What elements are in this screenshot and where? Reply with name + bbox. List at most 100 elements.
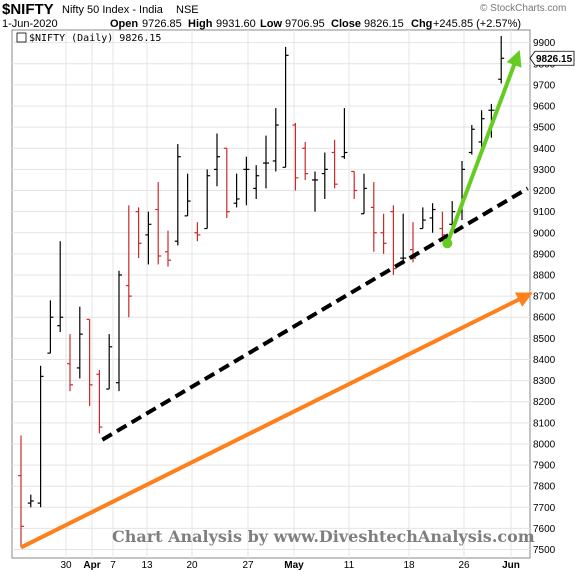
- y-tick-label: 8700: [533, 292, 556, 303]
- x-tick-label: Jun: [502, 560, 520, 571]
- ohlc-bar: [400, 213, 407, 265]
- ohlc-bar: [243, 156, 250, 206]
- y-tick-label: 8900: [533, 249, 556, 260]
- y-tick-label: 8800: [533, 270, 556, 281]
- ohlc-bar: [204, 169, 211, 230]
- ohlc-bar: [214, 133, 220, 187]
- x-tick-label: 11: [344, 560, 355, 571]
- green-trendline: [445, 49, 522, 245]
- ohlc-bar: [194, 222, 201, 242]
- ohlc-bar: [361, 173, 367, 215]
- last-value-label: 9826.15: [536, 54, 573, 65]
- ohlc-bar: [253, 165, 260, 199]
- legend-swatch: [16, 32, 27, 43]
- y-tick-label: 7500: [533, 545, 556, 556]
- ohlc-bar: [468, 125, 475, 155]
- y-tick-label: 8400: [533, 355, 556, 366]
- ohlc-bar: [429, 203, 436, 233]
- y-tick-label: 8100: [533, 418, 556, 429]
- y-tick-label: 9400: [533, 144, 556, 155]
- ohlc-bar: [135, 207, 142, 259]
- ohlc-bar: [302, 141, 309, 180]
- trendlines: [20, 49, 533, 550]
- y-tick-label: 8200: [533, 397, 556, 408]
- ohlc-bar: [18, 435, 24, 548]
- header-brand: © StockCharts.com: [480, 3, 566, 14]
- header-open-label: Open: [110, 18, 138, 30]
- y-tick-label: 7900: [533, 461, 556, 472]
- ohlc-bar: [321, 152, 328, 199]
- ohlc-bar: [351, 170, 358, 199]
- x-tick-label: 30: [60, 560, 72, 571]
- y-tick-label: 9600: [533, 102, 556, 113]
- ohlc-bar: [312, 171, 318, 212]
- ohlc-bar: [370, 182, 377, 252]
- ohlc-bar: [282, 46, 289, 168]
- ohlc-bar: [263, 135, 269, 189]
- x-axis: 30 Apr 7 13 20 27 May 11 18 26 Jun: [60, 560, 519, 571]
- y-axis: 7500 7600 7700 7800 7900 8000 8100 8200 8300 8400…: [533, 38, 556, 556]
- ohlc-bar: [125, 205, 132, 318]
- plot-frame: [11, 29, 531, 559]
- orange-trendline: [20, 292, 533, 550]
- ohlc-bar: [155, 182, 162, 265]
- ohlc-bar: [116, 270, 122, 392]
- header-exchange: NSE: [176, 4, 199, 16]
- last-value-tag: 9826.15: [529, 50, 575, 66]
- ohlc-bars: [18, 35, 505, 548]
- header-name: Nifty 50 Index - India: [62, 4, 164, 16]
- ohlc-bar: [37, 365, 44, 508]
- ohlc-bar: [57, 241, 64, 333]
- ohlc-bar: [184, 173, 191, 217]
- y-tick-label: 9200: [533, 186, 556, 197]
- header-high-value: 9931.60: [216, 18, 256, 30]
- ohlc-bar: [341, 108, 348, 159]
- y-tick-label: 9300: [533, 165, 556, 176]
- header-open-value: 9726.85: [142, 18, 182, 30]
- header-chg-value: +245.85 (+2.57%): [433, 18, 521, 30]
- y-tick-label: 7600: [533, 524, 556, 535]
- ohlc-bar: [292, 122, 299, 191]
- x-tick-label: 7: [110, 560, 116, 571]
- header-chg-label: Chg: [411, 18, 432, 30]
- ohlc-bar: [47, 300, 54, 354]
- black-trendline: [101, 186, 529, 442]
- header-date: 1-Jun-2020: [2, 18, 58, 30]
- header-close-value: 9826.15: [364, 18, 404, 30]
- ohlc-bar: [86, 318, 93, 406]
- y-tick-label: 8600: [533, 313, 556, 324]
- ohlc-bar: [498, 35, 505, 84]
- y-tick-label: 8300: [533, 376, 556, 387]
- ohlc-bar: [439, 211, 446, 242]
- x-tick-label: Apr: [83, 560, 100, 571]
- y-tick-label: 9700: [533, 80, 556, 91]
- y-tick-label: 9000: [533, 228, 556, 239]
- grid-lines: [12, 30, 530, 558]
- ohlc-bar: [145, 211, 152, 265]
- y-tick-label: 9900: [533, 38, 556, 49]
- green-trend-start-dot: [442, 238, 453, 249]
- y-tick-label: 8000: [533, 439, 556, 450]
- header-close-label: Close: [331, 18, 361, 30]
- x-tick-label: 26: [458, 560, 470, 571]
- y-tick-label: 9100: [533, 207, 556, 218]
- header-low-label: Low: [260, 18, 282, 30]
- y-tick-label: 7800: [533, 482, 556, 493]
- ohlc-bar: [96, 370, 103, 434]
- ohlc-bar: [223, 147, 230, 218]
- legend-label: $NIFTY (Daily) 9826.15: [29, 33, 161, 44]
- x-tick-label: May: [284, 560, 304, 571]
- ohlc-bar: [478, 110, 485, 149]
- watermark-text: Chart Analysis by www.DiveshtechAnalysis…: [112, 527, 535, 546]
- ohlc-bar: [419, 207, 426, 230]
- ohlc-bar: [233, 173, 240, 208]
- last-value-box: [529, 50, 575, 66]
- ohlc-bar: [380, 213, 387, 254]
- header-symbol: $NIFTY: [2, 1, 54, 18]
- ohlc-bar: [67, 334, 73, 392]
- ohlc-bar: [390, 205, 397, 275]
- y-tick-label: 7700: [533, 503, 556, 514]
- ohlc-bar: [76, 306, 83, 379]
- x-tick-label: 27: [242, 560, 254, 571]
